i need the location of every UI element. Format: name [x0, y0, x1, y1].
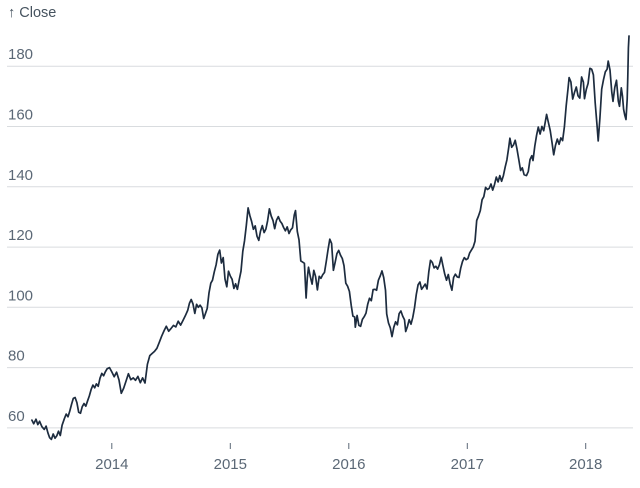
- y-tick-label: 120: [8, 227, 33, 244]
- y-tick-label: 160: [8, 107, 33, 124]
- y-tick-label: 100: [8, 287, 33, 304]
- y-tick-label: 180: [8, 46, 33, 63]
- x-tick-label: 2018: [569, 456, 602, 473]
- x-tick-label: 2016: [332, 456, 365, 473]
- x-tick-label: 2014: [95, 456, 128, 473]
- y-axis-label: ↑ Close: [8, 5, 57, 21]
- y-tick-label: 60: [8, 408, 25, 425]
- x-tick-label: 2017: [451, 456, 484, 473]
- x-tick-label: 2015: [214, 456, 247, 473]
- y-tick-label: 80: [8, 348, 25, 365]
- y-tick-label: 140: [8, 167, 33, 184]
- price-line: [31, 35, 630, 441]
